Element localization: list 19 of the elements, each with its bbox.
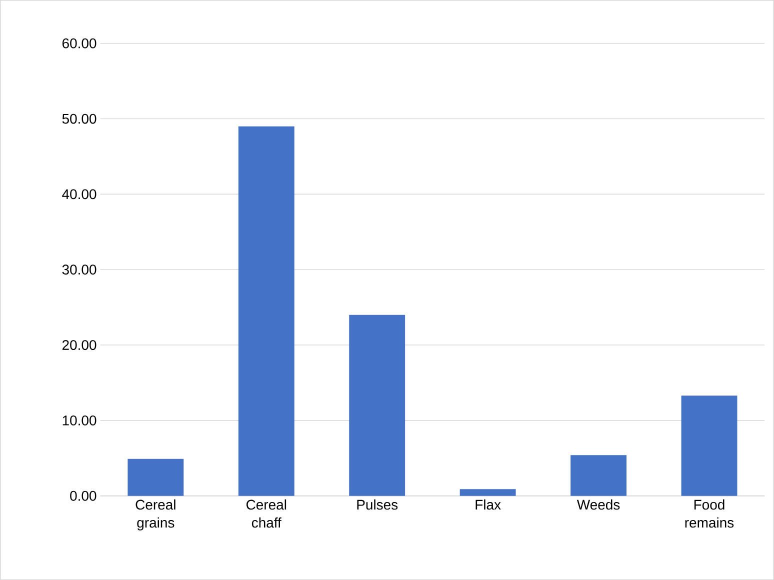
bar: [681, 395, 738, 496]
bar: [570, 455, 626, 496]
y-tick-label: 40.00: [62, 189, 96, 200]
y-tick-label: 50.00: [62, 114, 96, 124]
y-tick-label: 20.00: [62, 340, 96, 350]
y-tick-label: 30.00: [62, 264, 96, 274]
x-tick-label: Food remains: [685, 499, 734, 528]
bar: [460, 488, 516, 496]
x-tick-label: Flax: [476, 499, 501, 510]
bar: [349, 314, 406, 496]
bar: [238, 126, 294, 496]
x-tick-label: Cereal grains: [136, 499, 176, 530]
x-tick-label: Pulses: [357, 499, 398, 510]
y-tick-label: 0.00: [70, 490, 96, 501]
bar: [128, 458, 184, 496]
y-tick-label: 60.00: [62, 38, 96, 48]
x-tick-label: Cereal chaff: [246, 499, 286, 528]
y-tick-label: 10.00: [62, 415, 96, 426]
x-tick-label: Weeds: [576, 499, 620, 510]
